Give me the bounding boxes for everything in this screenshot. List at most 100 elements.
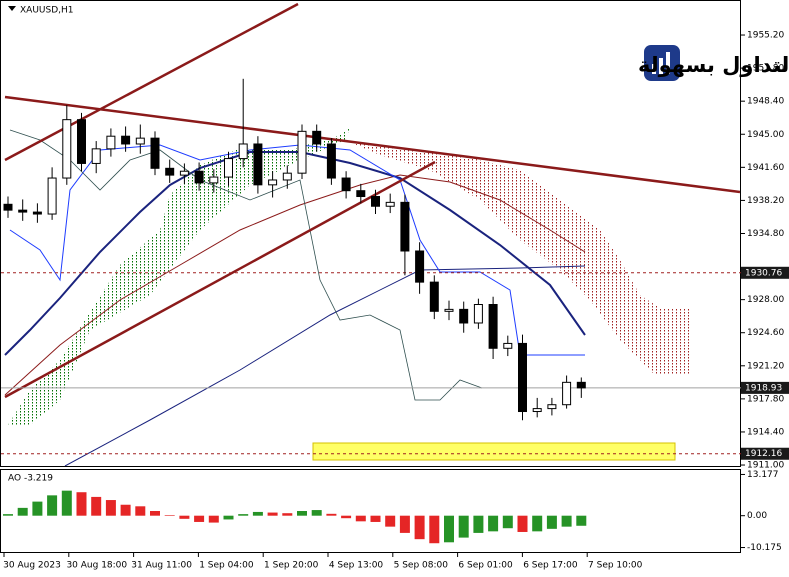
ao-bar bbox=[208, 515, 219, 523]
candle-body bbox=[194, 170, 204, 184]
x-tick-label: 6 Sep 17:00 bbox=[523, 561, 578, 571]
ao-bar bbox=[576, 515, 587, 526]
candle-body bbox=[547, 404, 557, 410]
candle-body bbox=[106, 135, 116, 150]
x-tick-label: 6 Sep 01:00 bbox=[458, 561, 513, 571]
trend-line bbox=[4, 160, 436, 399]
price-label: 1918.93 bbox=[745, 383, 782, 393]
ao-bar bbox=[561, 515, 572, 527]
x-tick-label: 30 Aug 2023 bbox=[3, 561, 61, 571]
main-panel bbox=[0, 0, 741, 467]
y-tick-label: 1941.60 bbox=[747, 163, 784, 173]
ao-bar bbox=[164, 515, 175, 516]
y-tick-label: 1924.60 bbox=[747, 328, 784, 338]
ma-long bbox=[64, 265, 586, 466]
candle-body bbox=[121, 135, 131, 145]
candle-body bbox=[224, 158, 233, 178]
trend-line bbox=[4, 95, 740, 194]
ao-bar bbox=[238, 514, 249, 516]
candle-body bbox=[165, 167, 175, 176]
indicator-label: AO -3.219 bbox=[8, 474, 53, 484]
candle-body bbox=[562, 381, 572, 406]
x-tick-label: 7 Sep 10:00 bbox=[588, 561, 643, 571]
candle-body bbox=[429, 281, 439, 312]
y-tick-label: -10.175 bbox=[747, 543, 782, 553]
chikou bbox=[9, 129, 483, 401]
candle-body bbox=[77, 119, 86, 164]
y-tick-label: 1911.00 bbox=[747, 461, 784, 471]
ao-bar bbox=[532, 515, 543, 532]
ao-bar bbox=[150, 511, 160, 516]
x-tick-label: 31 Aug 11:00 bbox=[131, 561, 192, 571]
y-tick-label: 1945.00 bbox=[747, 130, 784, 140]
level-tag bbox=[741, 447, 789, 460]
ao-bar bbox=[385, 515, 396, 527]
ao-bar bbox=[47, 495, 58, 516]
x-tick-label: 30 Aug 18:00 bbox=[66, 561, 127, 571]
ao-bar bbox=[429, 515, 440, 544]
candle-body bbox=[47, 177, 57, 215]
y-tick-label: 1921.20 bbox=[747, 361, 784, 371]
ao-bar bbox=[488, 515, 499, 532]
candle-body bbox=[135, 137, 145, 145]
ao-bar bbox=[179, 515, 190, 519]
ao-bar bbox=[502, 515, 513, 529]
y-tick-label: 1917.80 bbox=[747, 394, 784, 404]
candle-body bbox=[32, 211, 42, 215]
candle-body bbox=[253, 143, 263, 186]
ma-red bbox=[4, 174, 586, 396]
cloud-green bbox=[8, 128, 350, 425]
ao-bar bbox=[135, 506, 146, 516]
candle-body bbox=[209, 176, 219, 184]
ao-bar bbox=[355, 515, 366, 522]
ao-bar bbox=[414, 515, 425, 540]
candle-body bbox=[444, 308, 454, 312]
ao-bar bbox=[120, 504, 131, 516]
overlays bbox=[4, 2, 740, 466]
x-tick-label: 1 Sep 04:00 bbox=[199, 561, 254, 571]
ao-bar bbox=[458, 515, 469, 538]
ao-bar bbox=[267, 512, 278, 516]
candle-body bbox=[576, 381, 586, 389]
candle-body bbox=[415, 250, 425, 283]
trend-line bbox=[4, 2, 299, 162]
ao-bar bbox=[252, 511, 263, 516]
candle-body bbox=[518, 342, 527, 413]
candle-body bbox=[488, 304, 498, 349]
candle-body bbox=[503, 342, 513, 349]
menu-arrow bbox=[8, 6, 16, 11]
y-tick-label: 1951.80 bbox=[747, 64, 784, 74]
y-tick-label: 1938.20 bbox=[747, 196, 784, 206]
cloud-red bbox=[345, 140, 690, 375]
candle-body bbox=[282, 172, 292, 181]
y-tick-label: 0.00 bbox=[747, 511, 767, 521]
ao-bar bbox=[326, 513, 337, 516]
ao-bar bbox=[473, 515, 484, 533]
candle-body bbox=[18, 209, 28, 213]
ao-bar bbox=[370, 515, 381, 522]
y-tick-label: 1914.40 bbox=[747, 427, 784, 437]
candle-body bbox=[3, 203, 13, 211]
ao-bar bbox=[223, 515, 234, 520]
candle-body bbox=[326, 143, 336, 179]
ao-bar bbox=[194, 515, 205, 522]
ao-bar bbox=[61, 490, 72, 516]
ao-bar bbox=[444, 515, 454, 543]
ao-bar bbox=[76, 492, 87, 516]
candle-body bbox=[385, 201, 395, 207]
price-tag bbox=[741, 381, 789, 394]
ao-bar bbox=[32, 501, 43, 516]
candle-body bbox=[238, 143, 248, 160]
level-label: 1930.76 bbox=[745, 268, 782, 278]
zone bbox=[312, 442, 676, 461]
level-tag bbox=[741, 266, 789, 279]
candle-body bbox=[268, 179, 278, 186]
ao-bar bbox=[517, 515, 528, 532]
logo: التداول بسهولة bbox=[638, 45, 789, 81]
candle-body bbox=[91, 148, 101, 164]
ao-bar bbox=[399, 515, 410, 533]
ao-bar bbox=[311, 510, 322, 516]
ao-bar bbox=[3, 514, 13, 516]
ao-bar bbox=[546, 515, 557, 529]
y-tick-label: 1928.00 bbox=[747, 295, 784, 305]
